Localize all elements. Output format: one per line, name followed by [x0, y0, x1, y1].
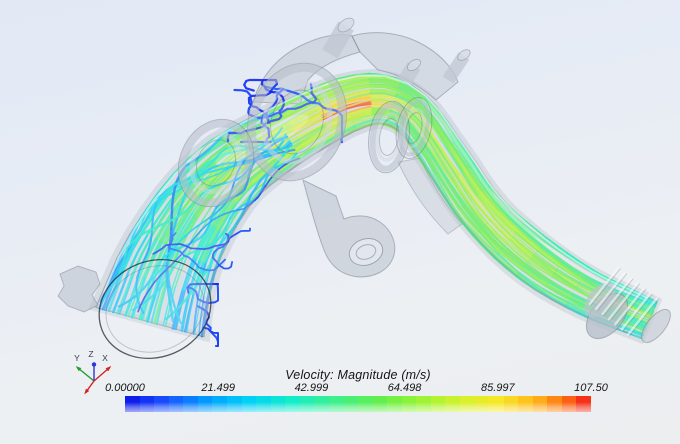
legend-title: Velocity: Magnitude (m/s): [285, 368, 431, 382]
colorbar-segment: [518, 396, 533, 412]
colorbar-segment: [154, 396, 169, 412]
colorbar-legend: Velocity: Magnitude (m/s) 0.00000 21.499 4…: [105, 368, 608, 412]
colorbar-segment: [489, 396, 504, 412]
colorbar-tick-label: 42.999: [294, 382, 329, 394]
colorbar-segment: [358, 396, 373, 412]
colorbar-tick-label: 21.499: [201, 382, 236, 394]
colorbar-segment: [168, 396, 184, 412]
colorbar-segment: [416, 396, 431, 412]
colorbar-segment: [561, 396, 577, 412]
colorbar-segment: [547, 396, 562, 412]
colorbar-segment: [474, 396, 490, 412]
duct-geometry-front: [96, 62, 671, 360]
colorbar-tick-label: 64.498: [387, 382, 422, 394]
colorbar-segment: [299, 396, 315, 412]
colorbar-segment: [445, 396, 460, 412]
triad-x-axis-tail: [84, 380, 95, 395]
triad-x-label: X: [102, 353, 108, 363]
triad-y-label: Y: [74, 353, 80, 363]
triad-x-axis-arrow: [93, 366, 112, 382]
colorbar-segment: [430, 396, 446, 412]
colorbar-segment: [372, 396, 388, 412]
colorbar-segment: [343, 396, 358, 412]
colorbar-segment: [576, 396, 591, 412]
colorbar-segment: [197, 396, 213, 412]
colorbar-tick-label: 0.00000: [105, 382, 145, 394]
colorbar-segment: [459, 396, 475, 412]
colorbar-segment: [241, 396, 257, 412]
colorbar-tick-labels: 0.00000 21.499 42.999 64.498 85.997 107.50: [105, 382, 608, 395]
colorbar-segment: [270, 396, 286, 412]
colorbar-segment: [314, 396, 329, 412]
colorbar-segment: [226, 396, 242, 412]
colorbar-segment: [183, 396, 198, 412]
triad-z-axis-arrow: [91, 362, 97, 381]
colorbar-segment: [125, 396, 140, 412]
colorbar-segment: [256, 396, 271, 412]
colorbar-segment: [387, 396, 402, 412]
triad-y-axis-arrow: [75, 366, 95, 382]
colorbar-tick-label: 107.50: [574, 382, 608, 394]
colorbar: [125, 396, 591, 412]
colorbar-segment: [503, 396, 519, 412]
triad-z-label: Z: [88, 349, 93, 359]
colorbar-segment: [139, 396, 155, 412]
colorbar-segment: [285, 396, 300, 412]
colorbar-segment: [532, 396, 548, 412]
colorbar-tick-label: 85.997: [480, 382, 515, 394]
colorbar-segment: [401, 396, 417, 412]
colorbar-segment: [328, 396, 344, 412]
colorbar-segment: [212, 396, 227, 412]
